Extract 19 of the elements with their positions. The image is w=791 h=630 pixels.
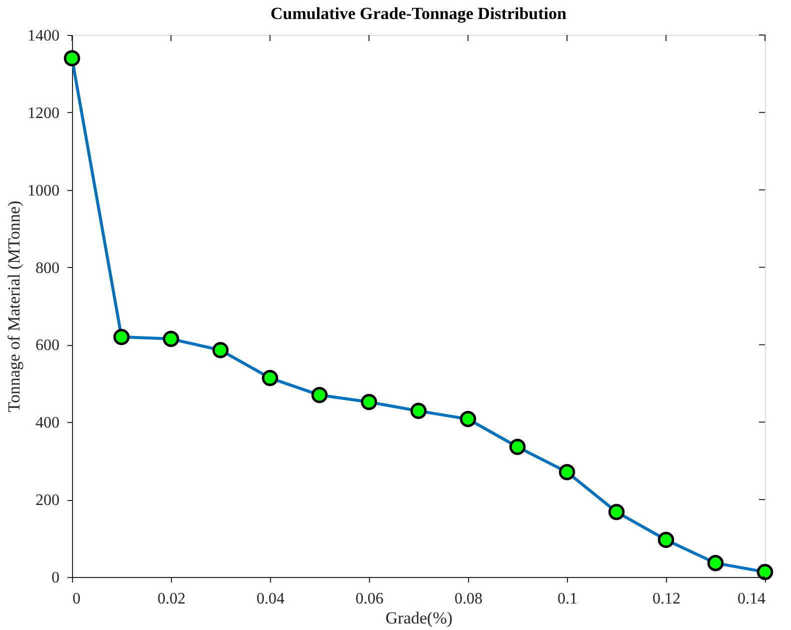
y-tick-label: 200 xyxy=(36,492,60,510)
y-tick-label: 1200 xyxy=(28,104,60,122)
x-tick-label: 0.14 xyxy=(738,590,766,608)
y-axis-title: Tonnage of Material (MTonne) xyxy=(4,200,24,412)
x-tick-label: 0.1 xyxy=(558,590,578,608)
y-tick-label: 1000 xyxy=(28,182,60,200)
x-axis-title: Grade(%) xyxy=(385,608,453,628)
x-tick-label: 0.04 xyxy=(256,590,284,608)
y-tick-label: 600 xyxy=(36,337,60,354)
x-tick-label: 0.02 xyxy=(158,590,186,608)
x-tick-label: 0.12 xyxy=(652,590,680,608)
y-tick-label: 800 xyxy=(36,260,60,277)
chart-title: Cumulative Grade-Tonnage Distribution xyxy=(270,4,568,23)
x-tick-label: 0.08 xyxy=(454,590,482,608)
x-tick-label: 0 xyxy=(72,590,80,608)
x-tick-label: 0.06 xyxy=(356,590,384,608)
y-tick-label: 0 xyxy=(52,570,60,586)
y-tick-label: 400 xyxy=(36,414,60,432)
y-tick-label: 1400 xyxy=(28,28,60,44)
